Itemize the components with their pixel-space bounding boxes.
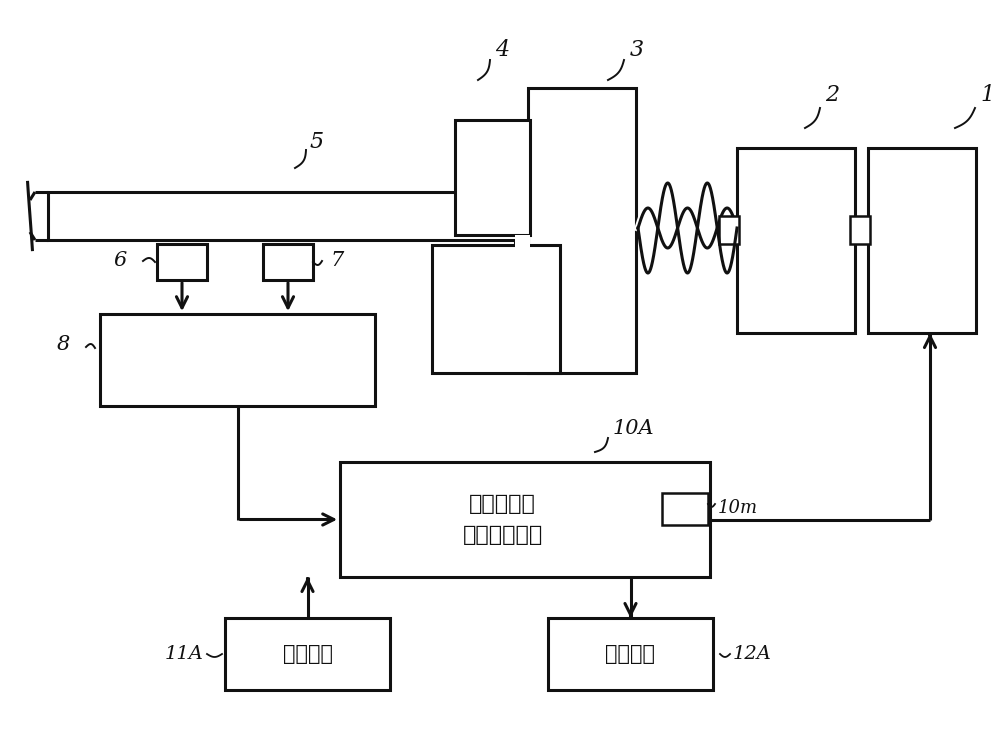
Bar xyxy=(100,314,375,406)
Bar xyxy=(263,244,313,280)
Bar xyxy=(225,618,390,690)
Text: 3: 3 xyxy=(630,39,644,61)
Text: 7: 7 xyxy=(330,251,343,269)
Text: 测试模式用
信号处理装置: 测试模式用 信号处理装置 xyxy=(463,494,543,545)
Text: 8: 8 xyxy=(57,335,70,354)
Bar xyxy=(719,216,739,244)
Text: 12A: 12A xyxy=(733,645,772,663)
Bar xyxy=(432,245,560,373)
Bar xyxy=(868,148,976,333)
Text: 2: 2 xyxy=(825,84,839,106)
Bar xyxy=(662,493,708,525)
Text: 4: 4 xyxy=(495,39,509,61)
Bar xyxy=(455,120,530,235)
Text: 6: 6 xyxy=(114,251,127,269)
Text: 10A: 10A xyxy=(613,419,655,437)
Bar xyxy=(515,235,530,250)
Bar xyxy=(157,244,207,280)
Text: 11A: 11A xyxy=(165,645,204,663)
Text: 输入装置: 输入装置 xyxy=(283,644,332,664)
Bar xyxy=(528,88,636,373)
Bar xyxy=(48,192,593,240)
Bar xyxy=(340,462,710,577)
Text: 10m: 10m xyxy=(718,499,758,517)
Text: 5: 5 xyxy=(310,131,324,153)
Text: 1: 1 xyxy=(980,84,994,106)
Text: 显示装置: 显示装置 xyxy=(606,644,656,664)
Bar xyxy=(548,618,713,690)
Bar xyxy=(850,216,870,244)
Bar xyxy=(737,148,855,333)
